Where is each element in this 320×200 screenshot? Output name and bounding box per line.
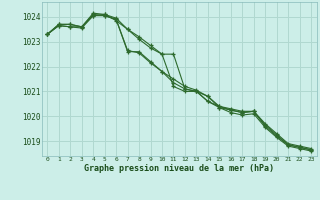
- X-axis label: Graphe pression niveau de la mer (hPa): Graphe pression niveau de la mer (hPa): [84, 164, 274, 173]
